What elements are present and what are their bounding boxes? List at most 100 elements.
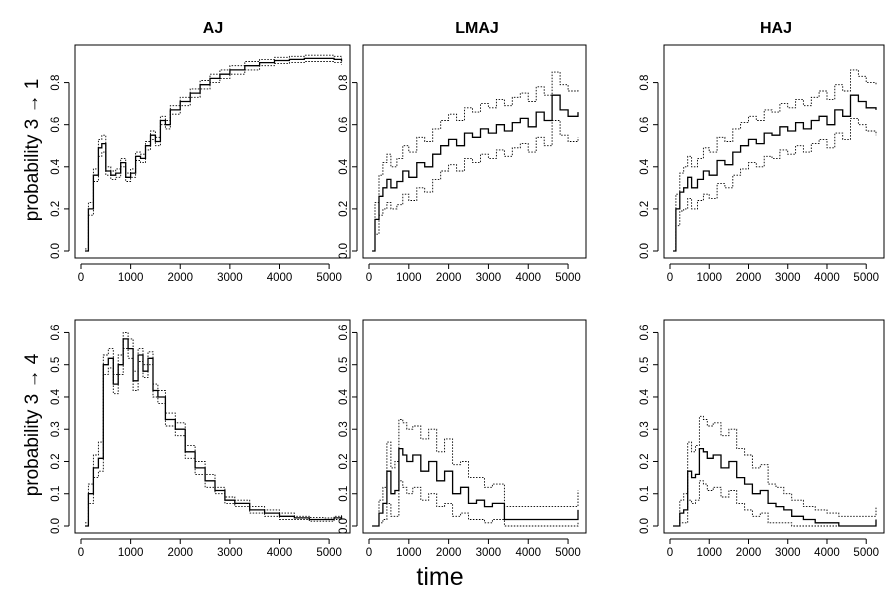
series-line-upper xyxy=(372,419,579,527)
series-line-lower xyxy=(85,348,342,527)
y-tick-label: 0.3 xyxy=(639,421,651,437)
series-line-estimate xyxy=(372,94,579,252)
y-tick-label: 0.4 xyxy=(639,388,651,405)
column-title-haj: HAJ xyxy=(760,20,792,37)
y-tick-label: 0.4 xyxy=(639,158,651,175)
plot-frame xyxy=(663,319,885,534)
panel-haj-row1: 0 1000 2000 3000 4000 5000 0.0 0.2 0.4 0.6 0.8 xyxy=(639,44,885,284)
x-tick-label: 5000 xyxy=(316,547,342,559)
x-tick-label: 0 xyxy=(366,547,372,559)
series-line-estimate xyxy=(85,338,343,527)
panel-aj-row1: 0 1000 2000 3000 4000 5000 0.0 0.2 0.4 0.6 0.8 xyxy=(50,44,351,284)
series-line-upper xyxy=(85,54,342,250)
plot-frame xyxy=(74,44,351,259)
x-tick-label: 5000 xyxy=(853,547,879,559)
series-line-estimate xyxy=(85,57,343,252)
x-tick-label: 2000 xyxy=(736,272,762,284)
y-tick-label: 0.2 xyxy=(50,453,62,469)
x-tick-label: 4000 xyxy=(267,547,293,559)
y-tick-label: 0.6 xyxy=(50,324,62,340)
series-line-upper xyxy=(85,332,342,524)
plot-frame xyxy=(362,44,587,259)
x-tick-label: 1000 xyxy=(396,272,422,284)
y-tick-label: 0.0 xyxy=(639,243,651,259)
y-tick-label: 0.2 xyxy=(639,453,651,469)
y-tick-label: 0.0 xyxy=(338,518,350,534)
y-tick-label: 0.8 xyxy=(639,75,651,91)
y-tick-label: 0.0 xyxy=(50,518,62,534)
y-tick-label: 0.6 xyxy=(639,324,651,340)
x-tick-label: 1000 xyxy=(696,272,722,284)
plot-frame xyxy=(362,319,587,534)
y-tick-label: 0.6 xyxy=(50,117,62,133)
y-tick-label: 0.6 xyxy=(338,117,350,133)
y-tick-label: 0.8 xyxy=(50,75,62,91)
y-tick-label: 0.1 xyxy=(338,486,350,502)
column-title-lmaj: LMAJ xyxy=(455,20,499,37)
y-tick-label: 0.6 xyxy=(338,324,350,340)
y-tick-label: 0.5 xyxy=(639,357,651,373)
x-tick-label: 2000 xyxy=(167,272,193,284)
series-line-lower xyxy=(85,61,342,252)
x-tick-label: 0 xyxy=(366,272,372,284)
y-tick-label: 0.0 xyxy=(338,243,350,259)
series-line-lower xyxy=(372,120,579,252)
y-tick-label: 0.2 xyxy=(639,201,651,217)
panel-haj-row2: 0 1000 2000 3000 4000 5000 0.0 0.1 0.2 0.3 0.4 0.5 0… xyxy=(639,319,885,559)
x-tick-label: 4000 xyxy=(515,547,541,559)
y-tick-label: 0.3 xyxy=(338,421,350,437)
x-tick-label: 5000 xyxy=(555,272,581,284)
x-tick-label: 4000 xyxy=(267,272,293,284)
x-tick-label: 2000 xyxy=(736,547,762,559)
y-tick-label: 0.0 xyxy=(50,243,62,259)
x-tick-label: 4000 xyxy=(515,272,541,284)
x-tick-label: 1000 xyxy=(696,547,722,559)
x-tick-label: 2000 xyxy=(436,272,462,284)
y-tick-label: 0.0 xyxy=(639,518,651,534)
x-tick-label: 2000 xyxy=(436,547,462,559)
column-title-aj: AJ xyxy=(203,20,223,37)
series-line-upper xyxy=(673,69,877,252)
series-line-lower xyxy=(372,480,579,527)
x-tick-label: 0 xyxy=(667,547,673,559)
plot-frame xyxy=(663,44,885,259)
series-line-estimate xyxy=(673,447,877,527)
panel-aj-row2: 0 1000 2000 3000 4000 5000 0.0 0.1 0.2 0.3 0.4 0.5 0… xyxy=(50,319,351,559)
y-tick-label: 0.4 xyxy=(338,388,350,405)
panel-lmaj-row1: 0 1000 2000 3000 4000 5000 0.0 0.2 0.4 0.6 0.8 xyxy=(338,44,587,284)
x-tick-label: 3000 xyxy=(476,547,502,559)
series-line-lower xyxy=(673,117,877,252)
plot-frame xyxy=(74,319,351,534)
row-label-prob-3-4: probability 3 → 4 xyxy=(22,353,43,496)
x-tick-label: 5000 xyxy=(316,272,342,284)
x-tick-label: 4000 xyxy=(814,272,840,284)
x-tick-label: 2000 xyxy=(167,547,193,559)
x-tick-label: 3000 xyxy=(217,547,243,559)
x-tick-label: 5000 xyxy=(853,272,879,284)
series-line-upper xyxy=(372,71,579,252)
y-tick-label: 0.1 xyxy=(639,486,651,502)
x-tick-label: 3000 xyxy=(217,272,243,284)
y-tick-label: 0.4 xyxy=(50,158,62,175)
y-tick-label: 0.2 xyxy=(338,201,350,217)
y-tick-label: 0.2 xyxy=(50,201,62,217)
y-tick-label: 0.5 xyxy=(50,357,62,373)
row-label-prob-3-1: probability 3 → 1 xyxy=(22,79,43,222)
x-tick-label: 3000 xyxy=(775,547,801,559)
x-axis-label: time xyxy=(416,563,463,591)
y-tick-label: 0.2 xyxy=(338,453,350,469)
x-tick-label: 0 xyxy=(667,272,673,284)
x-tick-label: 0 xyxy=(78,547,84,559)
y-tick-label: 0.3 xyxy=(50,421,62,437)
y-tick-label: 0.4 xyxy=(50,388,62,405)
x-tick-label: 3000 xyxy=(476,272,502,284)
x-tick-label: 1000 xyxy=(118,272,144,284)
series-line-lower xyxy=(673,480,876,527)
series-line-estimate xyxy=(673,94,877,252)
x-tick-label: 3000 xyxy=(775,272,801,284)
x-tick-label: 4000 xyxy=(814,547,840,559)
series-line-estimate xyxy=(372,447,579,527)
y-tick-label: 0.6 xyxy=(639,117,651,133)
panel-lmaj-row2: 0 1000 2000 3000 4000 5000 0.0 0.1 0.2 0.3 0.4 0.5 0… xyxy=(338,319,587,559)
